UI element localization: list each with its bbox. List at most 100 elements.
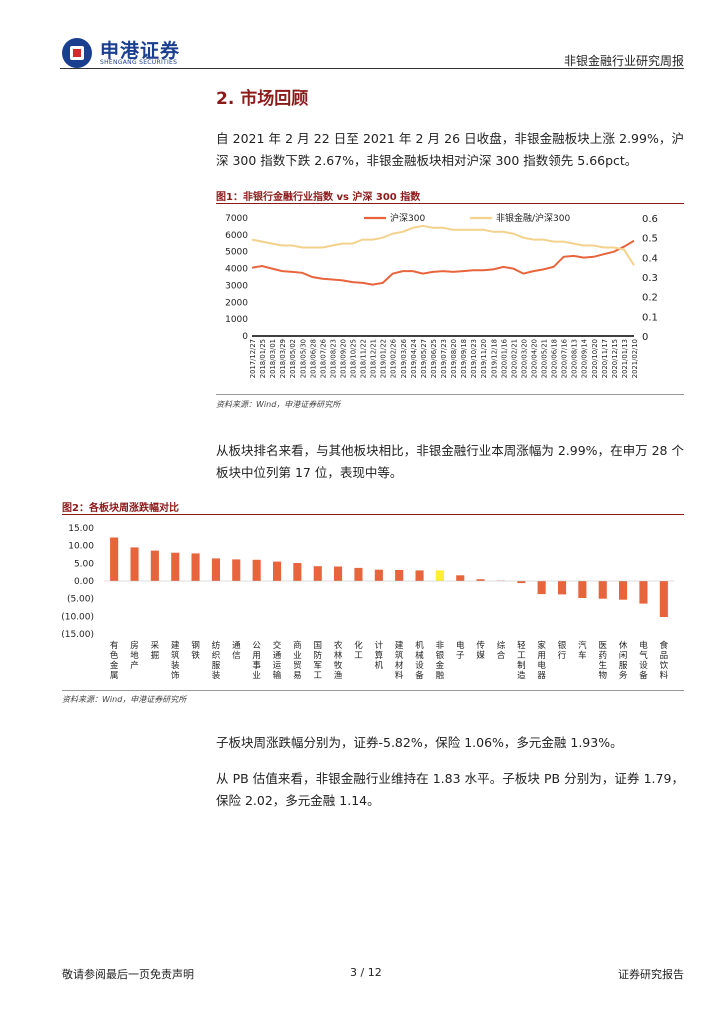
- chart1-y-right-tick: 0.6: [642, 214, 658, 225]
- report-title: 非银金融行业研究周报: [563, 54, 684, 68]
- chart1-x-tick: 2018/11/22: [360, 339, 368, 378]
- chart1-x-tick: 2018/03/01: [269, 339, 277, 378]
- chart1-x-tick: 2018/12/21: [370, 339, 378, 378]
- chart2-bar: [476, 579, 485, 581]
- chart1-y-left-tick: 2000: [225, 298, 248, 308]
- chart2-bar: [354, 567, 363, 581]
- chart1-x-tick: 2020/12/15: [611, 339, 619, 378]
- chart1-series-line-0: [251, 239, 635, 286]
- chart1-x-tick: 2018/08/23: [329, 339, 337, 378]
- brand-name: 申港证券: [100, 40, 181, 62]
- chart2-x-label: 汽车: [578, 640, 587, 661]
- chart1-x-tick: 2018/01/25: [259, 339, 267, 378]
- chart1-x-tick: 2019/11/20: [480, 339, 488, 378]
- chart1-y-left-tick: 3000: [225, 281, 248, 291]
- chart2-x-label: 化工: [354, 640, 363, 661]
- chart1-y-right-tick: 0.4: [642, 253, 658, 264]
- chart2-bar: [110, 537, 119, 581]
- chart1-x-tick: 2020/09/14: [581, 339, 589, 378]
- chart2-y-tick: (10.00): [62, 612, 94, 622]
- header-divider: [60, 68, 684, 69]
- chart2-y-tick: 15.00: [68, 524, 94, 534]
- chart2-bar: [334, 566, 343, 581]
- figure2-title: 图2：各板块周涨跌幅对比: [62, 503, 179, 514]
- chart2-x-label: 银行: [558, 640, 567, 661]
- chart2-y-tick: 10.00: [68, 542, 94, 552]
- chart2-x-label: 休闲服务: [619, 640, 628, 681]
- chart1-x-tick: 2020/10/20: [591, 339, 599, 378]
- footer-report-type: 证券研究报告: [618, 968, 684, 981]
- chart2-x-label: 机械设备: [415, 640, 424, 681]
- chart1-x-tick: 2020/07/16: [561, 339, 569, 378]
- figure1-title-rule: [216, 203, 684, 204]
- chart1-x-tick: 2019/12/18: [490, 339, 498, 378]
- section-title: 2. 市场回顾: [216, 89, 309, 109]
- figure1-title: 图1：非银行金融行业指数 vs 沪深 300 指数: [216, 192, 421, 203]
- chart1-x-tick: 2018/05/30: [299, 339, 307, 378]
- chart1-x-tick: 2020/05/21: [541, 339, 549, 378]
- chart1-x-tick: 2020/01/16: [500, 339, 508, 378]
- chart2-bar: [313, 566, 322, 581]
- chart1-y-left-tick: 0: [242, 332, 248, 342]
- chart2-x-label: 电气设备: [639, 640, 648, 681]
- chart2-x-label: 采掘: [151, 640, 160, 661]
- paragraph-market-review: 自 2021 年 2 月 22 日至 2021 年 2 月 26 日收盘，非银金…: [216, 131, 684, 168]
- chart1-x-tick: 2018/10/25: [350, 339, 358, 378]
- chart2-x-label: 食品饮料: [660, 640, 669, 681]
- paragraph-subsector: 子板块周涨跌幅分别为，证券-5.82%，保险 1.06%，多元金融 1.93%。: [216, 735, 623, 750]
- chart2-bar: [578, 581, 587, 598]
- chart1-x-tick: 2018/09/20: [339, 339, 347, 378]
- chart2-x-label: 公用事业: [252, 641, 261, 681]
- chart1-x-tick: 2019/01/22: [380, 339, 388, 378]
- figure2-bottom-rule: [62, 690, 684, 691]
- chart2-bar: [537, 581, 546, 595]
- chart1-y-right-tick: 0.2: [642, 293, 658, 304]
- chart2-x-label: 家用电器: [537, 640, 546, 681]
- chart-sector-weekly-change: 15.00 10.00 5.00 0.00 (5.00) (10.00) (15.00) 有…: [62, 524, 674, 681]
- chart2-bar: [232, 559, 241, 581]
- chart2-x-label: 房地产: [130, 640, 139, 671]
- chart1-x-tick: 2020/08/13: [571, 339, 579, 378]
- chart2-bar: [252, 559, 261, 581]
- chart2-x-label: 非银金融: [436, 640, 445, 681]
- chart1-x-tick: 2018/06/28: [309, 339, 317, 378]
- chart2-bar: [435, 570, 444, 581]
- chart2-bar: [598, 581, 607, 599]
- chart2-x-label: 医药生物: [598, 641, 607, 681]
- chart1-x-tick: 2021/01/13: [621, 339, 629, 378]
- chart1-y-left-tick: 5000: [225, 248, 248, 258]
- chart2-bar: [211, 558, 220, 581]
- chart2-bar: [415, 570, 424, 581]
- brand-name-en: SHENGANG SECURITIES: [100, 59, 178, 66]
- chart1-y-right-tick: 0.3: [642, 273, 658, 284]
- chart2-bar: [517, 581, 526, 584]
- chart2-bar: [374, 569, 383, 581]
- chart2-x-label: 纺织服装: [212, 640, 221, 681]
- chart1-x-tick: 2019/07/23: [440, 339, 448, 378]
- chart2-x-label: 建筑材料: [395, 640, 404, 681]
- chart2-x-label: 交通运输: [273, 640, 282, 681]
- chart1-y-right-tick: 0.5: [642, 234, 658, 245]
- figure2-source: 资料来源：Wind，申港证券研究所: [62, 695, 187, 704]
- brand-logo-icon: [62, 38, 92, 68]
- chart1-x-tick: 2018/05/02: [289, 339, 297, 378]
- chart2-x-label: 计算机: [375, 640, 384, 671]
- chart2-bar: [171, 552, 180, 581]
- chart2-x-label: 商业贸易: [293, 640, 302, 681]
- chart2-bar: [639, 581, 648, 604]
- chart1-legend-label-0: 沪深300: [390, 212, 425, 224]
- chart1-x-tick: 2020/04/20: [530, 339, 538, 378]
- chart2-bar: [273, 561, 282, 581]
- chart2-x-label: 国防军工: [313, 641, 322, 681]
- chart1-legend-label-1: 非银金融/沪深300: [496, 212, 570, 224]
- chart1-x-tick: 2021/02/10: [631, 339, 639, 378]
- chart1-x-tick: 2018/07/26: [319, 339, 327, 378]
- chart2-y-tick: 5.00: [74, 559, 94, 569]
- chart2-x-label: 建筑装饰: [171, 640, 180, 681]
- chart1-y-left-tick: 1000: [225, 315, 248, 325]
- chart1-series-line-1: [251, 224, 635, 266]
- chart1-x-tick: 2019/09/18: [460, 339, 468, 378]
- chart2-x-label: 农林牧渔: [334, 640, 343, 681]
- chart1-x-tick: 2020/11/17: [601, 339, 609, 378]
- chart2-x-label: 综合: [497, 640, 506, 661]
